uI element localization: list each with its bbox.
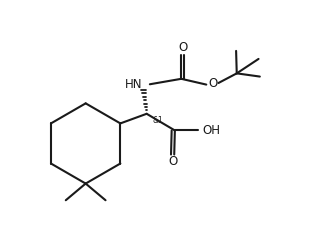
Text: O: O — [168, 155, 177, 168]
Text: OH: OH — [203, 124, 221, 137]
Text: HN: HN — [124, 78, 142, 91]
Text: O: O — [178, 41, 187, 54]
Text: O: O — [208, 77, 218, 90]
Text: &1: &1 — [152, 116, 163, 125]
